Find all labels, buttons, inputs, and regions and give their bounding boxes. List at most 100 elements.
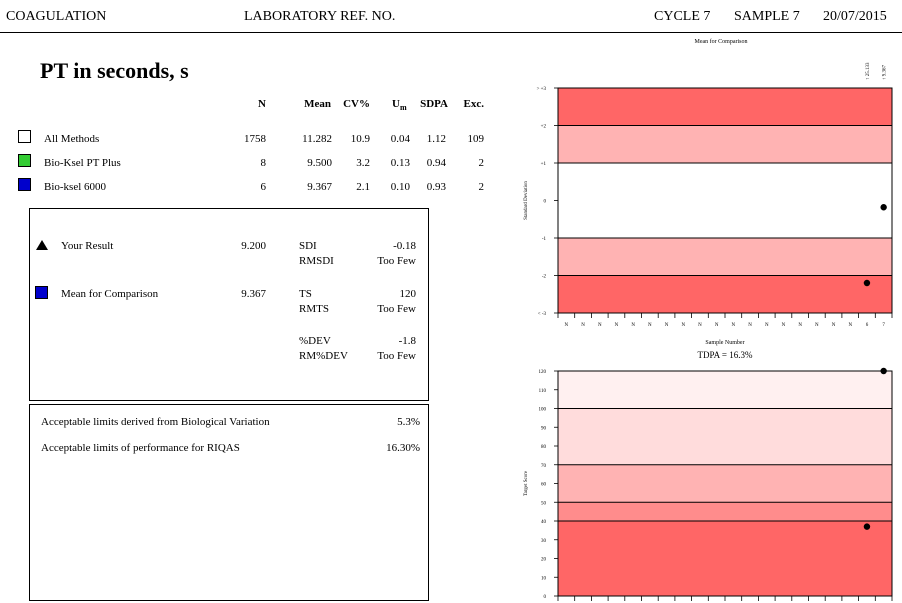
header-um-sub: m bbox=[399, 103, 407, 113]
row-mean: 9.500 bbox=[307, 157, 332, 169]
rmsdi-label: RMSDI bbox=[299, 255, 334, 267]
header-sdpa: SDPA bbox=[420, 98, 448, 110]
x-tick-label: N bbox=[815, 323, 819, 328]
cycle-label: CYCLE 7 bbox=[654, 9, 711, 24]
chart-band bbox=[558, 521, 892, 596]
x-tick-label: N bbox=[698, 323, 702, 328]
x-tick-label: N bbox=[598, 323, 602, 328]
x-tick-label: 6 bbox=[866, 323, 869, 328]
row-mean: 11.282 bbox=[302, 133, 332, 145]
chart-band bbox=[558, 502, 892, 521]
bio-limit-label: Acceptable limits derived from Biologica… bbox=[41, 416, 270, 428]
row-um: 0.04 bbox=[390, 133, 410, 145]
perf-limit-label: Acceptable limits of performance for RIQ… bbox=[41, 442, 240, 454]
your-result-marker-icon bbox=[36, 240, 48, 250]
row-label: Bio-Ksel PT Plus bbox=[44, 157, 121, 169]
x-tick-label: N bbox=[681, 323, 685, 328]
header-cv: CV% bbox=[343, 98, 370, 110]
row-n: 1758 bbox=[244, 133, 266, 145]
row-cv: 10.9 bbox=[350, 133, 370, 145]
y-tick-label: 110 bbox=[539, 389, 547, 394]
y-tick-label: +2 bbox=[541, 125, 547, 130]
header-um: Um bbox=[392, 98, 407, 112]
rmdev-value: Too Few bbox=[377, 350, 416, 362]
chart-band bbox=[558, 238, 892, 276]
data-point bbox=[863, 523, 871, 530]
ts-value: 120 bbox=[399, 288, 417, 300]
data-point bbox=[863, 279, 871, 287]
row-mean: 9.367 bbox=[307, 181, 332, 193]
row-n: 6 bbox=[260, 181, 267, 193]
chart-band bbox=[558, 371, 892, 409]
y-tick-label: 0 bbox=[544, 200, 547, 205]
y-tick-label: -2 bbox=[542, 275, 547, 280]
x-tick-label: N bbox=[615, 323, 619, 328]
chart-band bbox=[558, 408, 892, 465]
page-title: PT in seconds, s bbox=[40, 58, 189, 83]
x-tick-label: N bbox=[565, 323, 569, 328]
data-point bbox=[880, 204, 887, 211]
sdi-value: -0.18 bbox=[393, 240, 416, 252]
sample-label: SAMPLE 7 bbox=[734, 9, 800, 24]
row-sdpa: 0.94 bbox=[426, 157, 446, 169]
x-tick-label: N bbox=[732, 323, 736, 328]
y-tick-label: 30 bbox=[541, 539, 547, 544]
header-exc: Exc. bbox=[463, 98, 484, 110]
row-cv: 2.1 bbox=[356, 181, 370, 193]
x-tick-label: N bbox=[832, 323, 836, 328]
y-tick-label: 60 bbox=[541, 483, 547, 488]
bio-limit-value: 5.3% bbox=[397, 416, 420, 428]
your-result-value: 9.200 bbox=[241, 240, 266, 252]
row-cv: 3.2 bbox=[356, 157, 370, 169]
ts-label: TS bbox=[299, 288, 312, 300]
x-tick-label: N bbox=[848, 323, 852, 328]
x-tick-label: N bbox=[715, 323, 719, 328]
row-exc: 2 bbox=[478, 157, 485, 169]
y-tick-label: 40 bbox=[541, 520, 547, 525]
chart-band bbox=[558, 275, 892, 313]
header-um-main: U bbox=[392, 98, 400, 110]
y-tick-label: 70 bbox=[541, 464, 547, 469]
chart-title: TDPA = 16.3% bbox=[697, 350, 753, 360]
y-tick-label: 0 bbox=[544, 595, 547, 600]
x-tick-label: N bbox=[765, 323, 769, 328]
your-result-label: Your Result bbox=[61, 240, 114, 252]
rmts-value: Too Few bbox=[377, 303, 416, 315]
header-rule bbox=[0, 32, 902, 33]
y-tick-label: > +3 bbox=[537, 87, 547, 92]
discipline-label: COAGULATION bbox=[6, 9, 107, 24]
sdi-label: SDI bbox=[299, 240, 317, 252]
limits-box bbox=[29, 404, 429, 601]
mean-label: Mean for Comparison bbox=[61, 288, 159, 300]
chart-band bbox=[558, 88, 892, 126]
y-tick-label: 10 bbox=[541, 576, 547, 581]
rmts-label: RMTS bbox=[299, 303, 329, 315]
x-tick-label: N bbox=[648, 323, 652, 328]
legend-swatch bbox=[18, 178, 31, 191]
x-tick-label: N bbox=[748, 323, 752, 328]
y-tick-label: 80 bbox=[541, 445, 547, 450]
y-tick-label: 50 bbox=[541, 501, 547, 506]
row-um: 0.10 bbox=[390, 181, 410, 193]
top-value-label: ↑ 25.133 bbox=[866, 62, 871, 80]
y-tick-label: 20 bbox=[541, 558, 547, 563]
lab-ref-label: LABORATORY REF. NO. bbox=[244, 9, 396, 24]
x-tick-label: 7 bbox=[882, 323, 885, 328]
header-n: N bbox=[258, 98, 266, 110]
y-tick-label: < -3 bbox=[538, 312, 547, 317]
mean-marker-icon bbox=[35, 286, 48, 299]
row-label: Bio-ksel 6000 bbox=[44, 181, 107, 193]
row-exc: 2 bbox=[478, 181, 485, 193]
chart-title: Mean for Comparison bbox=[695, 38, 748, 45]
row-sdpa: 1.12 bbox=[426, 133, 446, 145]
row-label: All Methods bbox=[44, 133, 100, 145]
y-tick-label: +1 bbox=[541, 162, 547, 167]
row-n: 8 bbox=[260, 157, 267, 169]
y-tick-label: -1 bbox=[542, 237, 547, 242]
chart-band bbox=[558, 125, 892, 163]
y-tick-label: 90 bbox=[541, 426, 547, 431]
rmdev-label: RM%DEV bbox=[299, 350, 348, 362]
x-tick-label: N bbox=[631, 323, 635, 328]
x-tick-label: N bbox=[665, 323, 669, 328]
